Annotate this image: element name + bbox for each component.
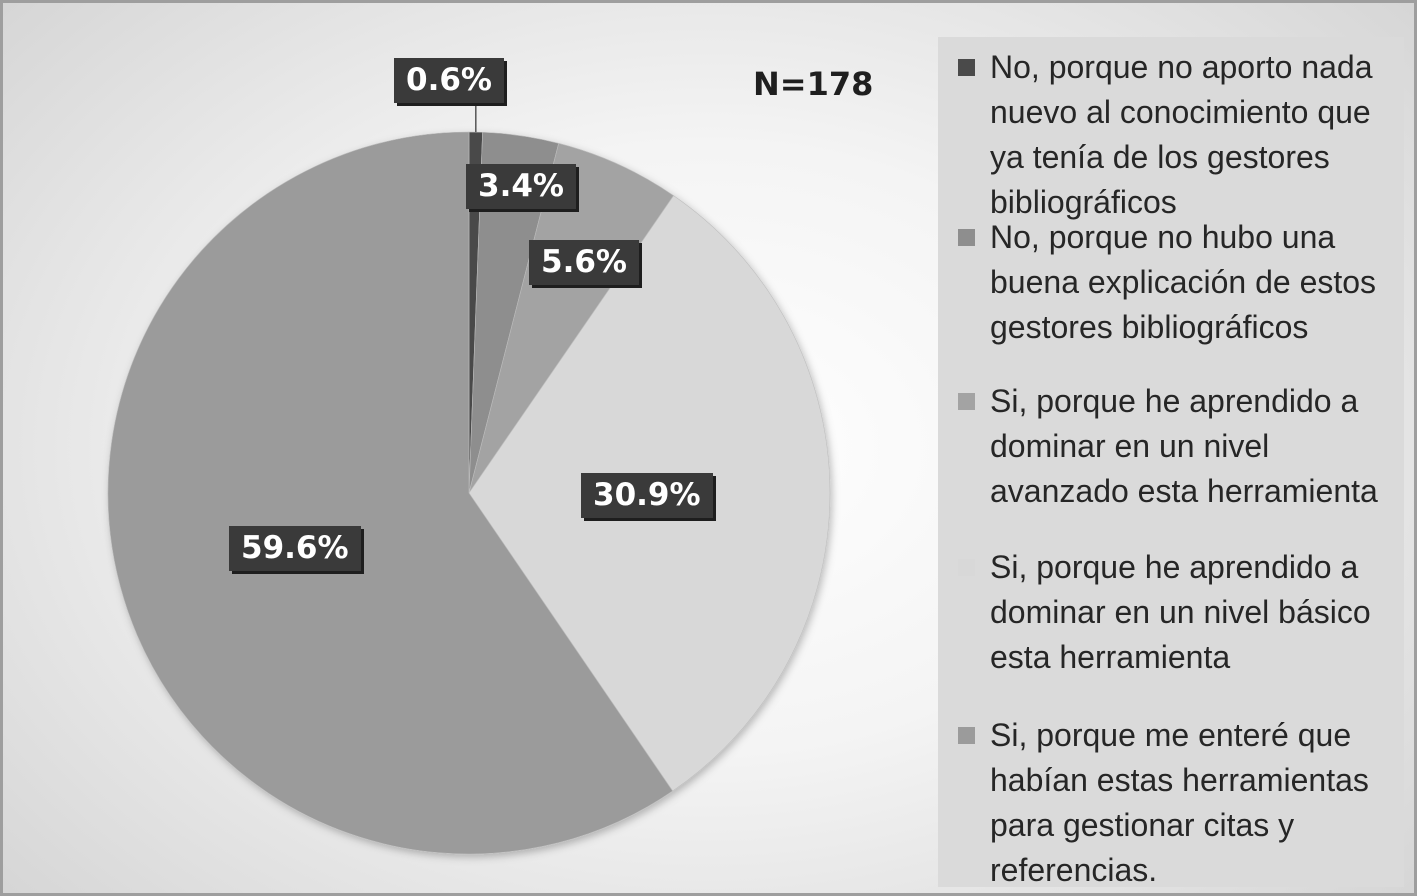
legend-label-2: No, porque no hubo una buena explicación…: [990, 219, 1377, 345]
data-label-3: 5.6%: [529, 239, 639, 285]
sample-size-annotation: N=178: [753, 65, 874, 103]
legend-label-4: Si, porque he aprendido a dominar en un …: [990, 549, 1371, 675]
data-label-5: 59.6%: [229, 525, 361, 571]
legend-label-1: No, porque no aporto nada nuevo al conoc…: [990, 49, 1373, 220]
pie-slice-5: [107, 131, 674, 855]
pie-slice-3: [468, 142, 675, 494]
legend-label-5: Si, porque me enteré que habían estas he…: [990, 717, 1369, 888]
legend-swatch-3: [958, 393, 975, 410]
legend-swatch-1: [958, 59, 975, 76]
legend-swatch-4: [958, 559, 975, 576]
data-label-1: 0.6%: [394, 57, 504, 103]
data-label-4: 30.9%: [581, 472, 713, 518]
legend-swatch-5: [958, 727, 975, 744]
legend-label-3: Si, porque he aprendido a dominar en un …: [990, 383, 1378, 509]
data-label-2: 3.4%: [466, 163, 576, 209]
chart-legend: No, porque no aporto nada nuevo al conoc…: [938, 37, 1404, 888]
legend-swatch-2: [958, 229, 975, 246]
